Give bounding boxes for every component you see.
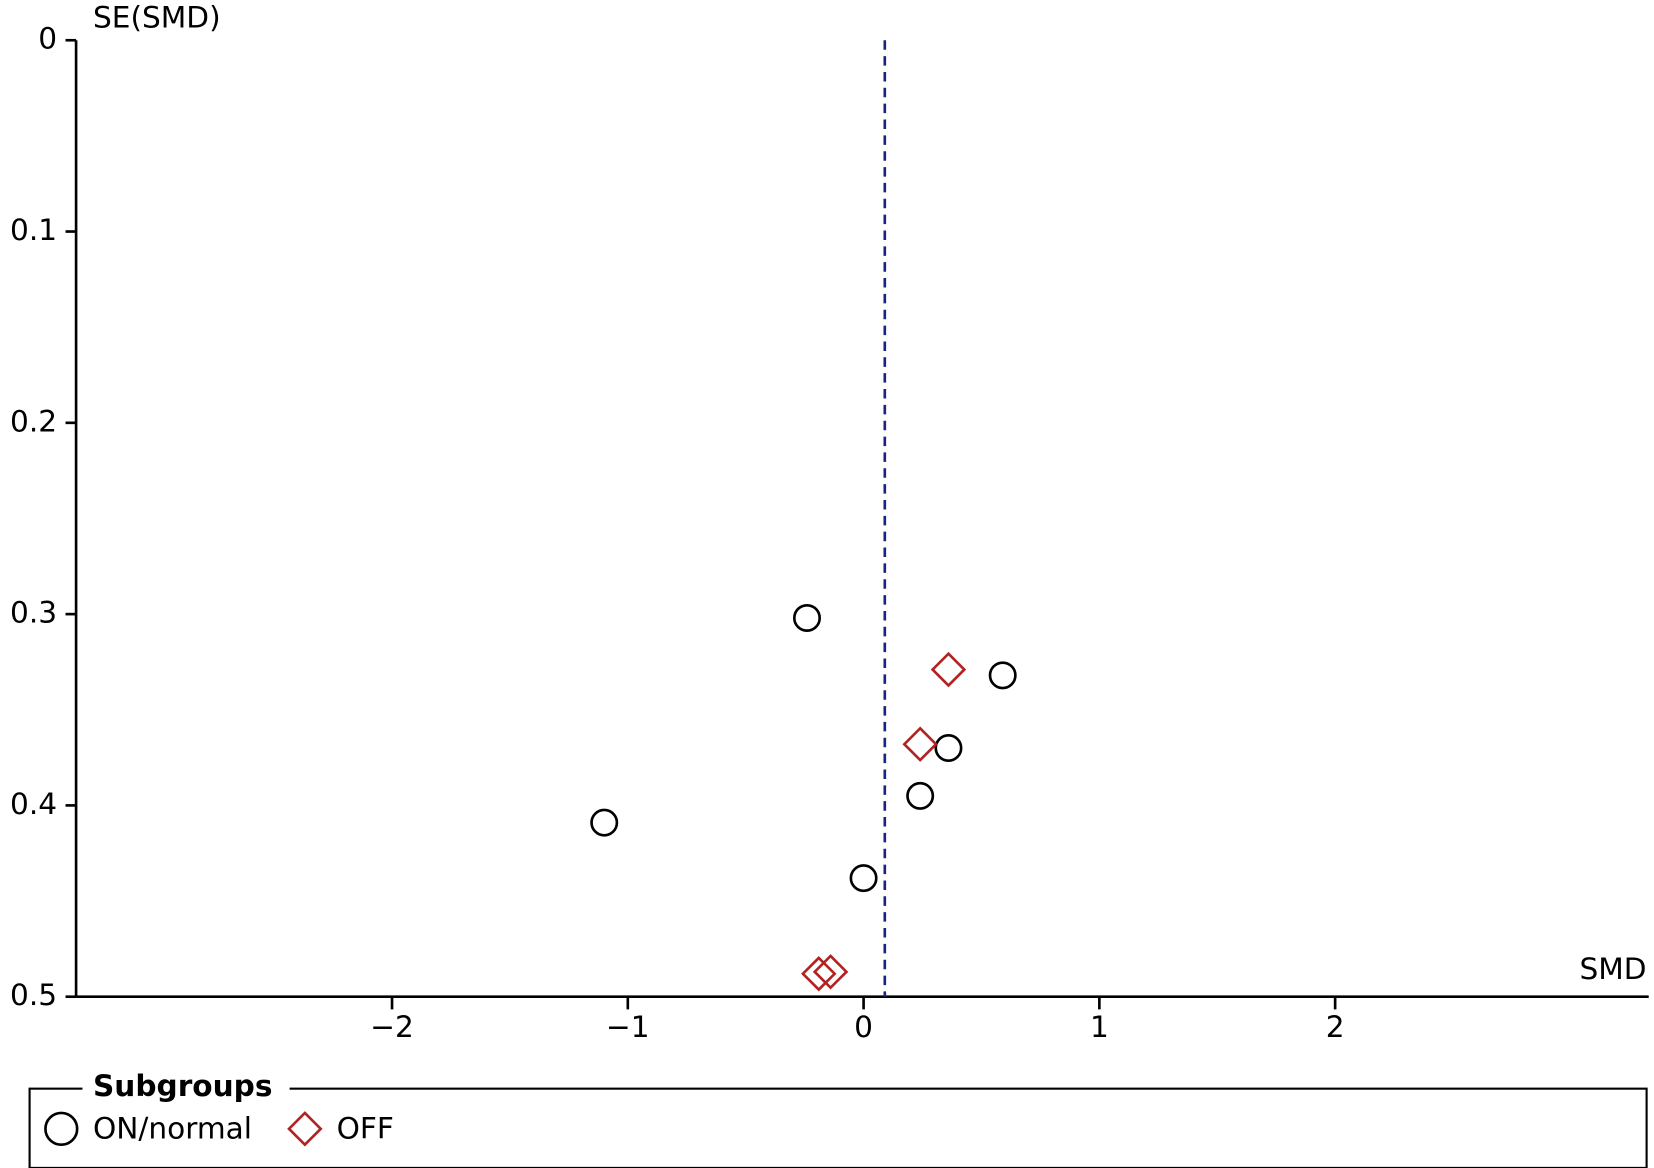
x-axis-label: SMD — [1580, 952, 1647, 986]
y-tick-label: 0.5 — [10, 978, 57, 1012]
y-tick-label: 0.1 — [10, 213, 57, 247]
legend-label: ON/normal — [93, 1111, 252, 1145]
legend-label: OFF — [337, 1111, 394, 1145]
x-tick-label: −2 — [370, 1010, 414, 1044]
y-axis-label: SE(SMD) — [93, 1, 221, 35]
data-point — [906, 781, 935, 810]
data-point — [849, 864, 878, 893]
y-tick-label: 0.2 — [10, 404, 57, 438]
legend-marker — [44, 1111, 79, 1146]
data-point — [934, 734, 963, 763]
data-point — [988, 661, 1017, 690]
data-point — [812, 954, 849, 990]
x-tick-label: −1 — [606, 1010, 650, 1044]
data-point — [801, 956, 837, 992]
legend-marker — [287, 1111, 323, 1147]
x-tick-label: 2 — [1326, 1010, 1345, 1044]
data-point — [792, 603, 822, 632]
x-tick-label: 0 — [854, 1010, 873, 1044]
data-point — [590, 808, 619, 837]
y-tick-label: 0.4 — [10, 787, 57, 821]
x-tick-label: 1 — [1090, 1010, 1109, 1044]
y-tick-label: 0.3 — [10, 596, 57, 630]
y-tick-label: 0 — [38, 22, 57, 56]
legend-title: Subgroups — [93, 1069, 272, 1103]
data-point — [902, 726, 938, 762]
data-point — [930, 651, 967, 688]
legend-title-bg — [82, 1071, 290, 1104]
